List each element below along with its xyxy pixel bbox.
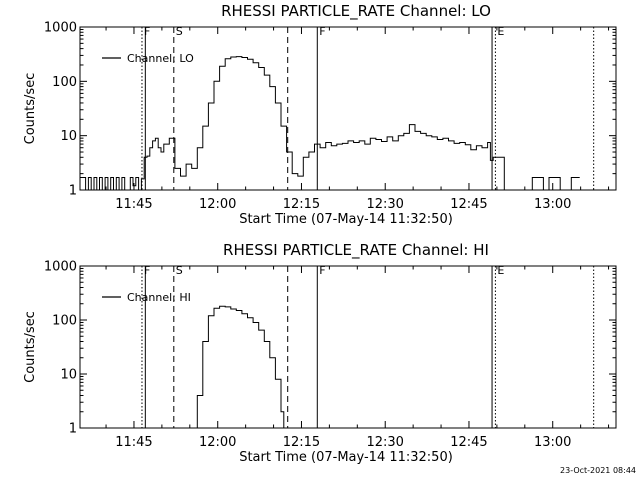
y-tick-label: 100 [52,75,77,90]
series-line [80,56,580,191]
chart-title: RHESSI PARTICLE_RATE Channel: HI [223,241,489,260]
x-tick-label: 12:15 [283,435,320,450]
x-tick-label: 12:45 [450,435,487,450]
marker-label-f: F [319,264,325,277]
marker-label-f: F [319,25,325,38]
y-axis-label: Counts/sec [23,73,38,145]
marker-label-f: F [144,25,150,38]
y-tick-label: 1 [69,184,77,199]
y-tick-label: 10 [60,368,77,383]
panel-lo: RHESSI PARTICLE_RATE Channel: LO 1 10 100 10… [23,2,617,227]
y-tick-label: 1000 [44,21,77,36]
marker-label-s: S [176,264,183,277]
marker-label-e: E [497,25,504,38]
x-tick-label: 11:45 [115,435,152,450]
legend-label: Channel: HI [127,291,191,304]
legend-label: Channel: LO [127,52,194,65]
y-tick-label: 1 [69,422,77,437]
marker-label-e: E [497,264,504,277]
plot-frame [79,26,617,191]
x-tick-label: 12:00 [199,197,236,212]
y-tick-label: 100 [52,314,77,329]
chart-title: RHESSI PARTICLE_RATE Channel: LO [221,2,491,21]
x-tick-label: 11:45 [115,197,152,212]
panel-hi: RHESSI PARTICLE_RATE Channel: HI 1 10 100 10… [23,241,617,465]
x-axis-label: Start Time (07-May-14 11:32:50) [239,450,453,465]
x-tick-label: 12:45 [450,197,487,212]
plot-frame [79,265,617,429]
x-tick-label: 12:15 [283,197,320,212]
x-tick-label: 12:00 [199,435,236,450]
x-tick-label: 12:30 [366,435,403,450]
x-tick-label: 12:30 [366,197,403,212]
y-axis-label: Counts/sec [23,311,38,383]
y-tick-label: 10 [60,129,77,144]
y-tick-label: 1000 [44,260,77,275]
series-line [195,305,287,429]
marker-label-f: F [144,264,150,277]
x-axis-label: Start Time (07-May-14 11:32:50) [239,212,453,227]
marker-label-s: S [176,25,183,38]
timestamp: 23-Oct-2021 08:44 [560,466,636,475]
x-tick-label: 13:00 [534,197,571,212]
x-tick-label: 13:00 [534,435,571,450]
